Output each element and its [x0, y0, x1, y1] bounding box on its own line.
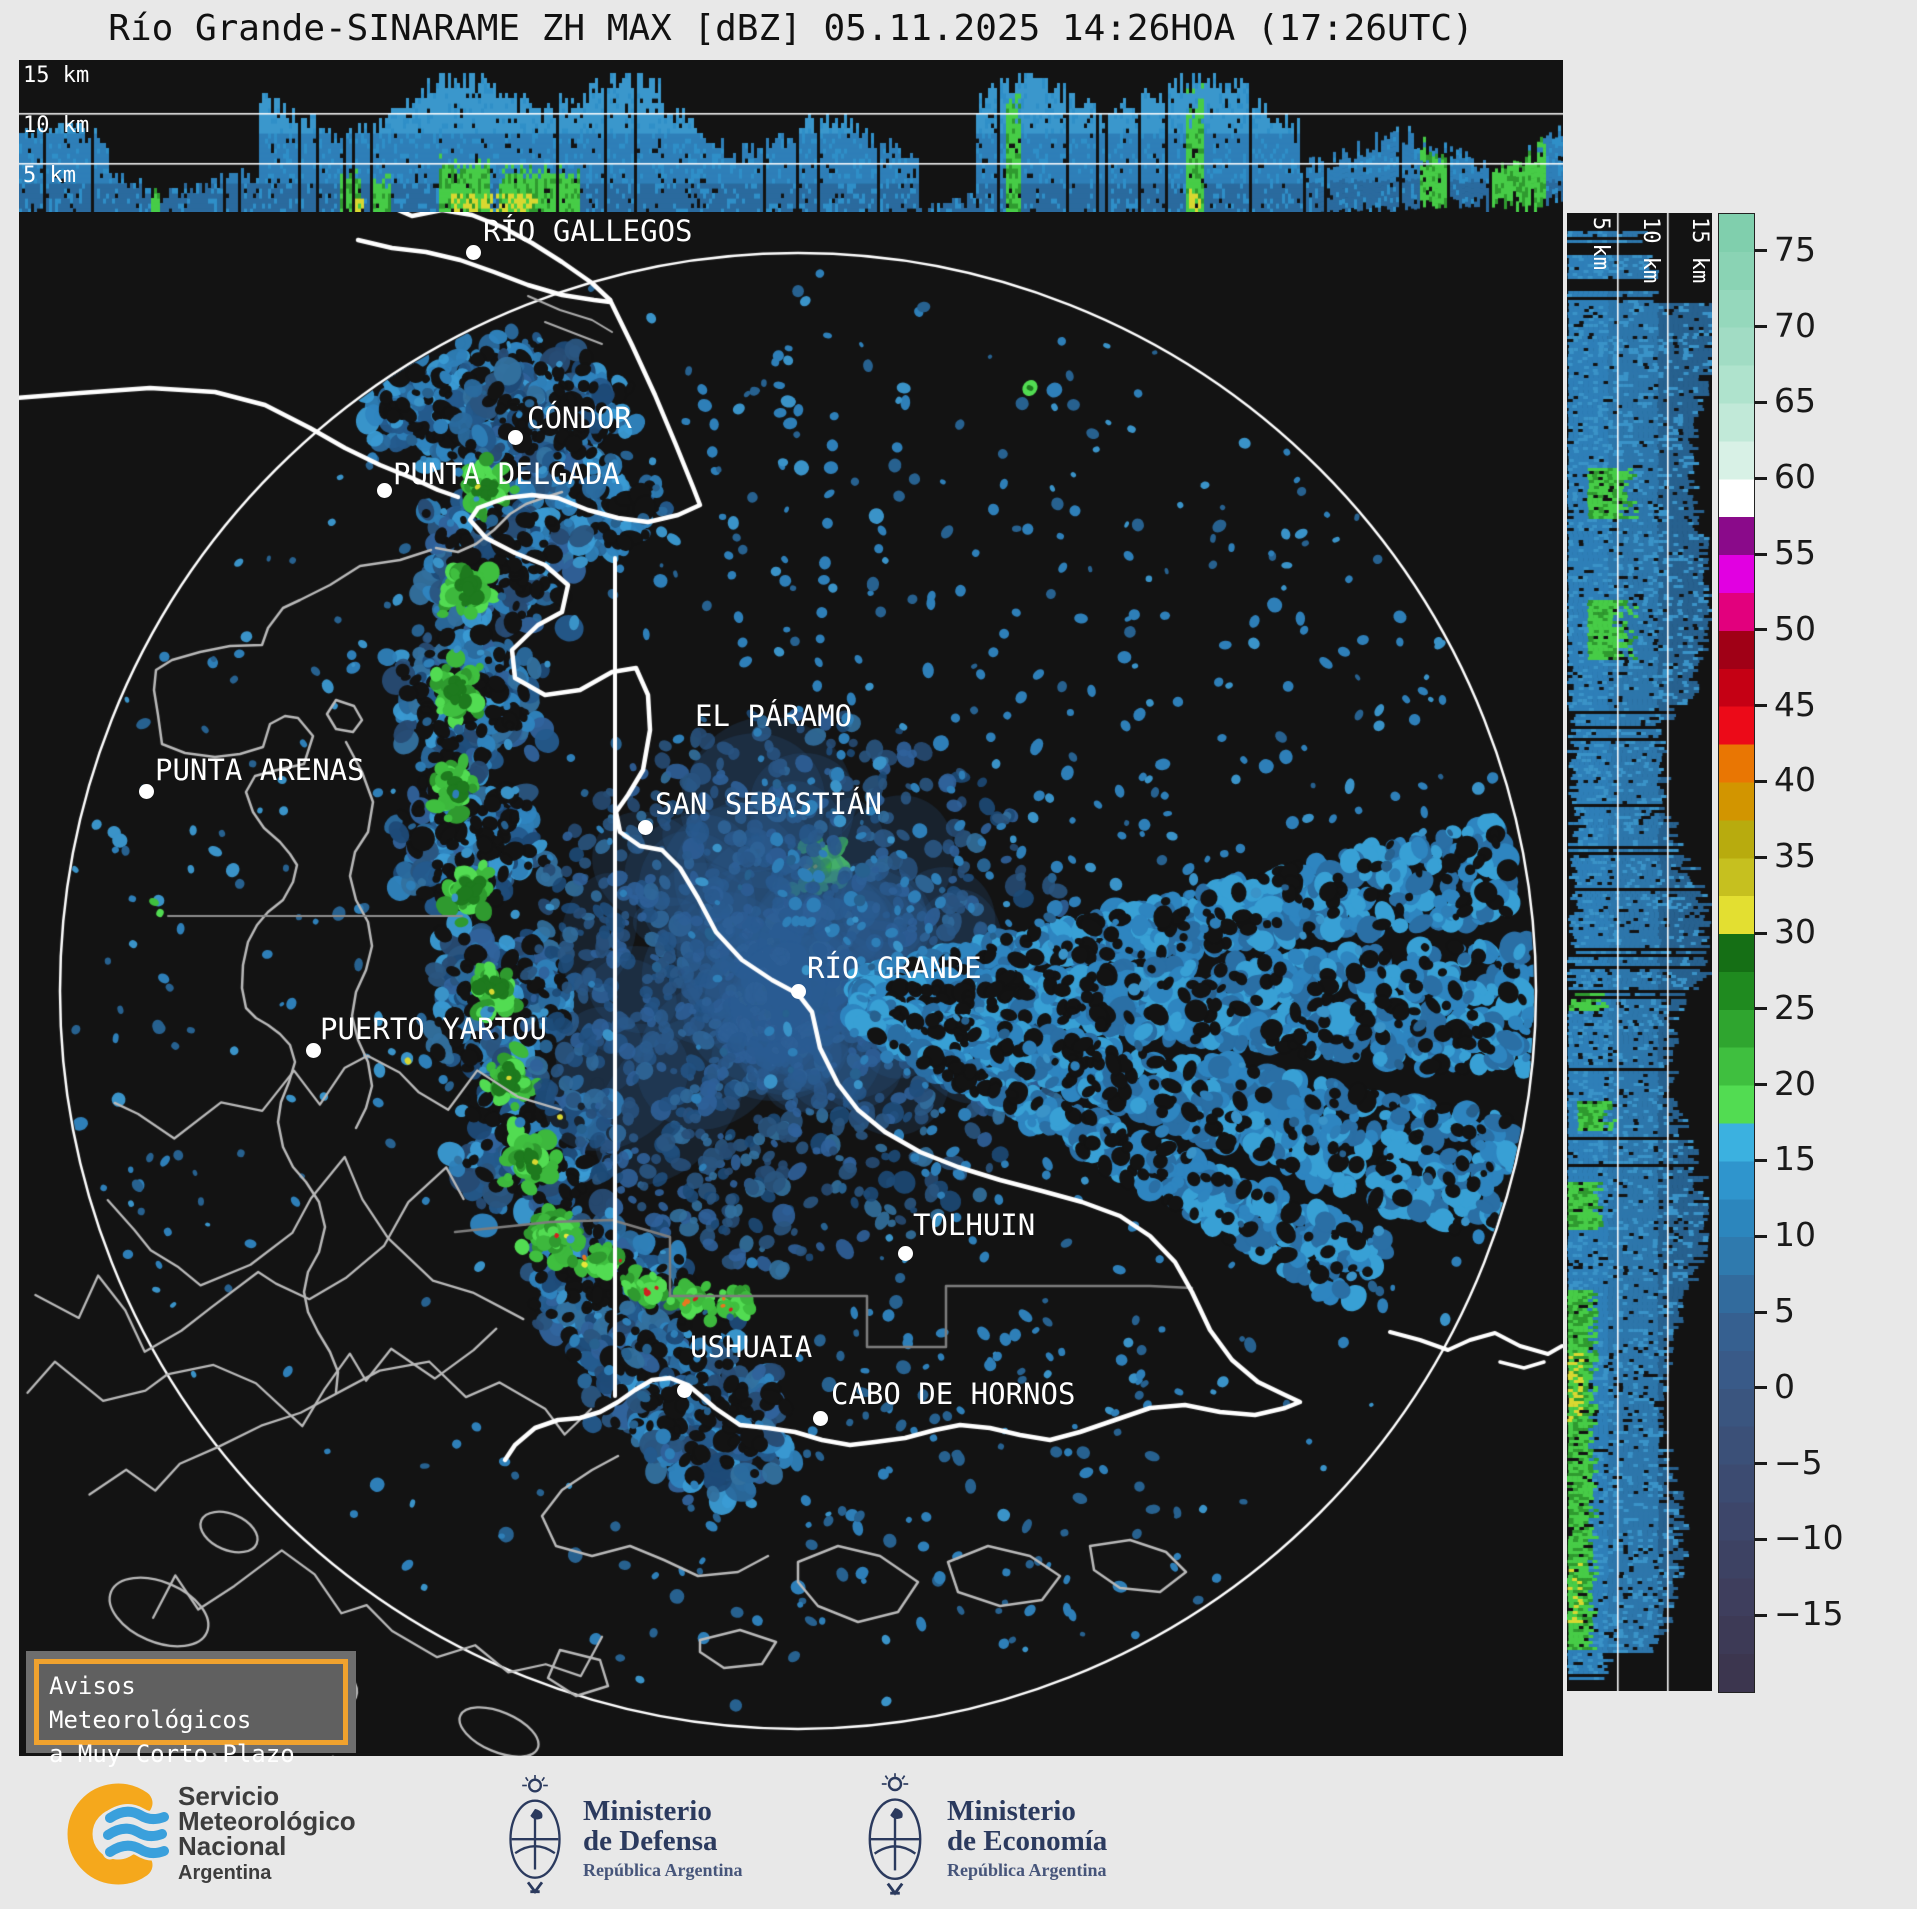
main-radar-map-panel	[19, 212, 1563, 1756]
place-label: EL PÁRAMO	[695, 699, 853, 733]
smn-wordmark: Servicio Meteorológico Nacional Argentin…	[178, 1781, 356, 1885]
place-dot	[676, 1382, 692, 1398]
warning-line-1: Avisos Meteorológicos	[49, 1672, 252, 1734]
place-dot	[637, 819, 653, 835]
colorbar-tick-label: 10	[1774, 1215, 1816, 1255]
colorbar-tick-label: 65	[1774, 381, 1816, 421]
colorbar-tick	[1755, 476, 1767, 480]
colorbar-tick	[1755, 1462, 1767, 1466]
place-label: CÓNDOR	[527, 401, 632, 435]
colorbar-tick	[1755, 1007, 1767, 1011]
product-title: Río Grande-SINARAME ZH MAX [dBZ] 05.11.2…	[108, 8, 1474, 49]
colorbar-tick	[1755, 552, 1767, 556]
defensa-wordmark: Ministerio de Defensa República Argentin…	[583, 1796, 743, 1881]
colorbar-tick	[1755, 704, 1767, 708]
colorbar-tick	[1755, 1310, 1767, 1314]
economia-line-2: de Economía	[947, 1825, 1108, 1857]
colorbar-tick-label: 30	[1774, 912, 1816, 952]
smn-logo-icon	[67, 1783, 170, 1885]
colorbar-tick	[1755, 855, 1767, 859]
height-label-15km: 15 km	[23, 63, 90, 88]
economia-wordmark: Ministerio de Economía República Argenti…	[947, 1796, 1107, 1881]
colorbar-tick-label: 75	[1774, 229, 1816, 269]
colorbar-tick-label: −10	[1774, 1518, 1844, 1558]
colorbar-tick-label: 50	[1774, 608, 1816, 648]
place-dot	[790, 983, 806, 999]
colorbar-tick-label: 25	[1774, 987, 1816, 1027]
place-label: PUNTA ARENAS	[155, 753, 365, 787]
place-label: PUNTA DELGADA	[393, 457, 620, 491]
colorbar-tick	[1755, 1158, 1767, 1162]
place-label: USHUAIA	[690, 1330, 813, 1364]
colorbar-tick-label: 40	[1774, 760, 1816, 800]
colorbar-tick	[1755, 628, 1767, 632]
place-dot	[376, 482, 392, 498]
colorbar-tick	[1755, 325, 1767, 329]
place-label: TOLHUIN	[913, 1208, 1036, 1242]
colorbar-tick	[1755, 1613, 1767, 1617]
colorbar-tick-label: 20	[1774, 1063, 1816, 1103]
colorbar-tick-label: 5	[1774, 1291, 1795, 1331]
economia-coat-of-arms-icon	[868, 1773, 922, 1896]
place-label: RÍO GRANDE	[807, 951, 982, 985]
place-dot	[138, 783, 154, 799]
colorbar-tick-label: 55	[1774, 533, 1816, 573]
colorbar-tick	[1755, 400, 1767, 404]
smn-line-3: Nacional	[178, 1831, 287, 1861]
colorbar-tick	[1755, 1083, 1767, 1087]
defensa-line-1: Ministerio	[583, 1795, 712, 1827]
colorbar-tick-label: −15	[1774, 1594, 1844, 1634]
colorbar-tick	[1755, 249, 1767, 253]
colorbar-tick-label: 45	[1774, 684, 1816, 724]
place-label: SAN SEBASTIÁN	[655, 787, 882, 821]
colorbar-tick-label: 60	[1774, 457, 1816, 497]
colorbar-tick	[1755, 1386, 1767, 1390]
colorbar-tick-label: 70	[1774, 305, 1816, 345]
place-dot	[897, 1245, 913, 1261]
colorbar-tick-label: −5	[1774, 1442, 1823, 1482]
reflectivity-colorbar	[1718, 213, 1755, 1693]
place-label: CABO DE HORNOS	[831, 1377, 1076, 1411]
place-label: PUERTO YARTOU	[320, 1012, 547, 1046]
right-cross-section-panel	[1567, 213, 1712, 1691]
warning-line-2: a Muy Corto Plazo	[49, 1740, 295, 1768]
colorbar-tick	[1755, 1537, 1767, 1541]
colorbar-tick	[1755, 931, 1767, 935]
defensa-coat-of-arms-icon	[509, 1775, 561, 1894]
place-label: RÍO GALLEGOS	[483, 214, 693, 248]
economia-sub: República Argentina	[947, 1860, 1107, 1880]
smn-line-1: Servicio	[178, 1781, 280, 1811]
height-label-15km-v: 15 km	[1687, 217, 1712, 284]
place-dot	[812, 1410, 828, 1426]
height-label-10km: 10 km	[23, 113, 90, 138]
economia-line-1: Ministerio	[947, 1795, 1076, 1827]
colorbar-tick	[1755, 1234, 1767, 1238]
height-label-10km-v: 10 km	[1638, 217, 1663, 284]
place-dot	[465, 244, 481, 260]
short-term-warnings-box[interactable]: Avisos Meteorológicos a Muy Corto Plazo	[26, 1651, 356, 1768]
short-term-warnings-inner: Avisos Meteorológicos a Muy Corto Plazo	[34, 1659, 348, 1768]
colorbar-tick-label: 35	[1774, 836, 1816, 876]
smn-line-2: Meteorológico	[178, 1806, 356, 1836]
height-label-5km-v: 5 km	[1588, 217, 1613, 270]
place-dot	[507, 429, 523, 445]
place-dot	[305, 1042, 321, 1058]
smn-country: Argentina	[178, 1862, 272, 1884]
colorbar-tick-label: 0	[1774, 1366, 1795, 1406]
defensa-line-2: de Defensa	[583, 1825, 718, 1857]
height-label-5km: 5 km	[23, 163, 76, 188]
defensa-sub: República Argentina	[583, 1860, 743, 1880]
top-cross-section-panel	[19, 60, 1563, 212]
colorbar-tick-label: 15	[1774, 1139, 1816, 1179]
colorbar-tick	[1755, 779, 1767, 783]
